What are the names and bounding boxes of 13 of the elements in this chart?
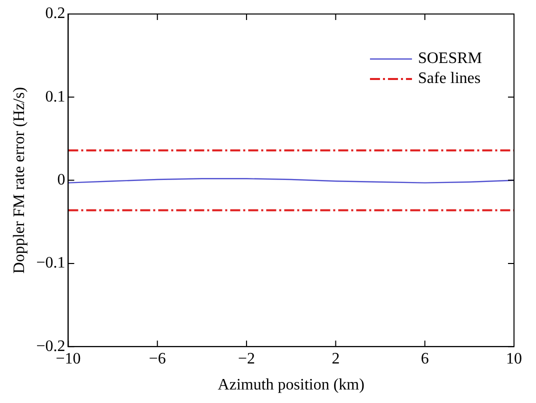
x-tick-label: 2 bbox=[332, 350, 340, 368]
y-tick-label: 0.2 bbox=[45, 5, 66, 22]
x-tick-label: −6 bbox=[148, 350, 166, 368]
legend-label: SOESRM bbox=[418, 50, 482, 68]
x-tick-label: −2 bbox=[238, 350, 256, 368]
y-tick-label: 0 bbox=[57, 172, 66, 189]
y-tick-label: −0.1 bbox=[36, 254, 66, 272]
x-tick-label: 10 bbox=[506, 350, 522, 368]
y-axis-title: Doppler FM rate error (Hz/s) bbox=[10, 86, 28, 274]
x-axis-title: Azimuth position (km) bbox=[218, 376, 364, 394]
x-tick-label: 6 bbox=[420, 350, 429, 368]
legend-label: Safe lines bbox=[418, 70, 481, 88]
y-tick-label: 0.1 bbox=[45, 88, 66, 106]
